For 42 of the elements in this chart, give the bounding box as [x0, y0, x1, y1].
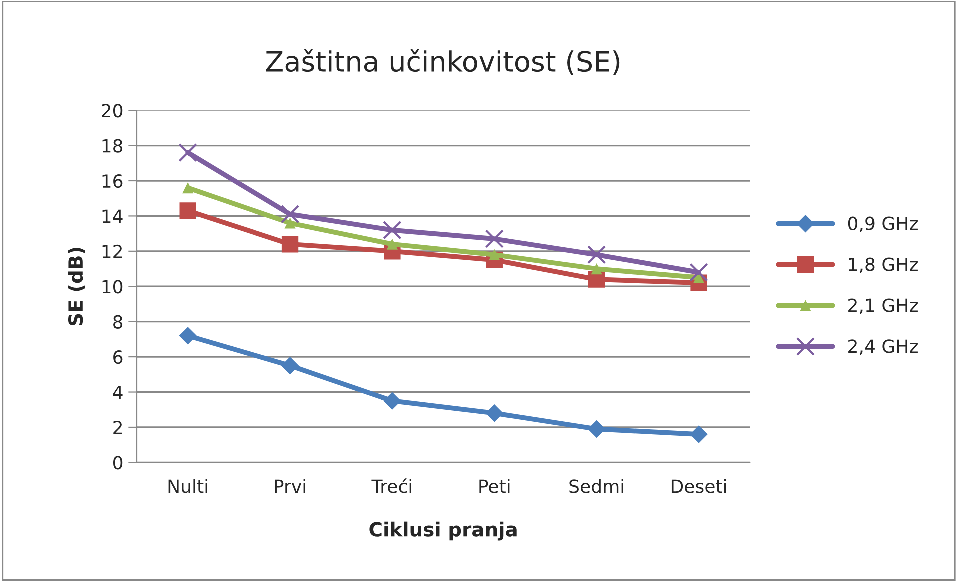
point	[386, 238, 398, 250]
point	[383, 220, 402, 240]
x-tick-label: Prvi	[275, 479, 306, 494]
legend-label: 2,1 GHz	[848, 298, 918, 314]
point	[179, 327, 197, 345]
point	[284, 218, 296, 229]
y-tick-label: 16	[102, 174, 123, 188]
point	[486, 404, 504, 422]
legend-label: 1,8 GHz	[849, 258, 918, 274]
point	[280, 205, 300, 224]
chart-title: Zaštitna učinkovitost (SE)	[266, 49, 620, 76]
y-tick-label: 20	[102, 104, 123, 118]
legend-label: 0,9 GHz	[848, 216, 918, 232]
y-tick-label: 2	[114, 420, 122, 434]
point	[182, 182, 194, 194]
y-tick-label: 18	[102, 139, 123, 153]
x-tick-label: Sedmi	[570, 479, 624, 494]
y-tick-label: 14	[102, 210, 123, 224]
x-tick-label: Deseti	[672, 479, 726, 494]
x-tick-label: Peti	[480, 479, 510, 494]
point	[485, 230, 504, 248]
point	[690, 426, 708, 444]
x-axis-title: Ciklusi pranja	[370, 522, 517, 541]
point	[588, 420, 606, 438]
point	[591, 263, 602, 275]
y-tick-label: 6	[114, 350, 123, 364]
point	[281, 357, 300, 375]
y-tick-label: 4	[113, 386, 123, 400]
y-tick-label: 8	[114, 315, 123, 329]
y-tick-label: 0	[114, 456, 123, 470]
legend-label: 2,4 GHz	[848, 340, 918, 356]
x-tick-label: Treći	[372, 478, 412, 494]
point	[178, 143, 198, 162]
point	[587, 246, 606, 264]
y-tick-label: 10	[102, 280, 123, 294]
point	[384, 392, 402, 410]
x-tick-label: Nulti	[168, 479, 208, 494]
point	[180, 202, 196, 220]
y-axis-title: SE (dB)	[68, 248, 86, 326]
point	[282, 236, 299, 253]
y-tick-label: 12	[102, 244, 122, 258]
point	[690, 263, 708, 282]
